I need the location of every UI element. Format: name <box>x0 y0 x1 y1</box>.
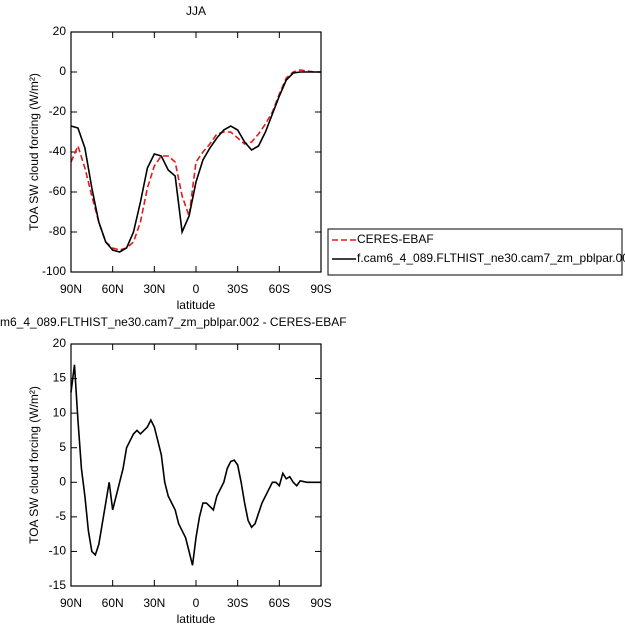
y-tick-label: -100 <box>42 264 66 278</box>
legend-label: f.cam6_4_089.FLTHIST_ne30.cam7_zm_pblpar… <box>357 251 625 265</box>
x-tick-label: 60S <box>269 282 290 296</box>
y-tick-label: -15 <box>49 578 67 592</box>
y-tick-label: -5 <box>55 509 66 523</box>
y-tick-label: -10 <box>49 544 67 558</box>
y-tick-label: 20 <box>53 24 67 38</box>
y-axis-label: TOA SW cloud forcing (W/m²) <box>27 73 41 231</box>
x-tick-label: 30S <box>227 282 248 296</box>
plot-frame <box>70 343 322 587</box>
x-tick-label: 60N <box>102 596 124 610</box>
x-tick-label: 60S <box>269 596 290 610</box>
x-tick-label: 90S <box>310 596 331 610</box>
chart-title: m6_4_089.FLTHIST_ne30.cam7_zm_pblpar.002… <box>0 315 347 329</box>
legend-label: CERES-EBAF <box>357 232 434 246</box>
x-tick-label: 30S <box>227 596 248 610</box>
y-tick-label: -20 <box>49 104 67 118</box>
x-tick-label: 90N <box>60 596 82 610</box>
x-tick-label: 0 <box>193 282 200 296</box>
y-axis-label: TOA SW cloud forcing (W/m²) <box>27 386 41 544</box>
y-tick-label: 20 <box>53 336 67 350</box>
chart-title: JJA <box>186 4 206 18</box>
y-tick-label: 0 <box>59 64 66 78</box>
x-tick-label: 30N <box>143 282 165 296</box>
x-axis-label: latitude <box>177 298 216 312</box>
y-tick-label: 5 <box>59 440 66 454</box>
x-tick-label: 0 <box>193 596 200 610</box>
y-tick-label: -80 <box>49 224 67 238</box>
y-tick-label: 0 <box>59 474 66 488</box>
y-tick-label: -40 <box>49 144 67 158</box>
data-line <box>70 364 321 566</box>
x-tick-label: 90N <box>60 282 82 296</box>
y-tick-label: -60 <box>49 184 67 198</box>
x-tick-label: 90S <box>310 282 331 296</box>
data-line <box>70 69 321 251</box>
x-tick-label: 60N <box>102 282 124 296</box>
x-axis-label: latitude <box>177 612 216 626</box>
x-tick-label: 30N <box>143 596 165 610</box>
legend-box <box>327 228 623 276</box>
y-tick-label: 10 <box>53 405 67 419</box>
y-tick-label: 15 <box>53 371 67 385</box>
plot-frame <box>70 31 322 273</box>
data-line <box>70 71 321 253</box>
